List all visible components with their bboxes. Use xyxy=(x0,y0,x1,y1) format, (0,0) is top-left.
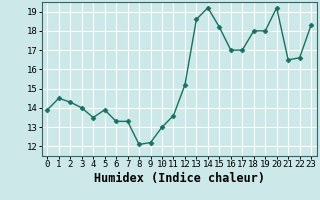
X-axis label: Humidex (Indice chaleur): Humidex (Indice chaleur) xyxy=(94,172,265,185)
